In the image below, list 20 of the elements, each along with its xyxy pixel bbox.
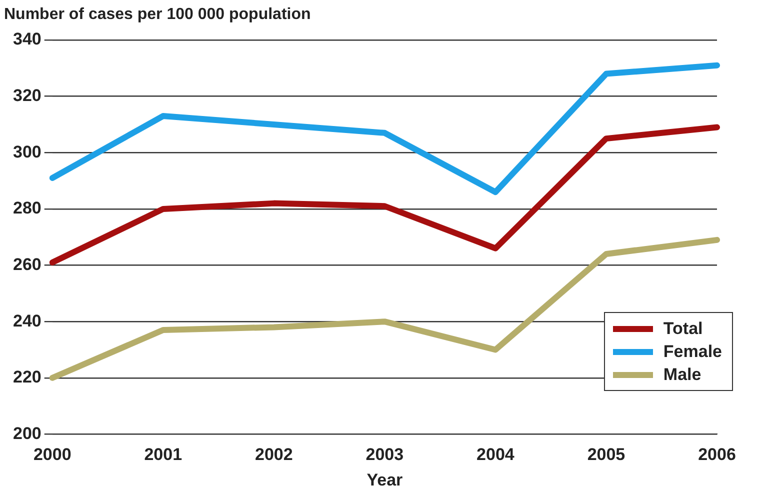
y-tick-label: 240 (12, 311, 42, 330)
legend-label: Male (663, 364, 702, 384)
y-tick-label: 340 (12, 30, 42, 49)
x-tick-label: 2004 (476, 445, 515, 464)
y-tick-label: 220 (12, 368, 42, 387)
y-tick-label: 280 (12, 198, 42, 218)
x-tick-label: 2001 (144, 445, 182, 464)
y-tick-label: 300 (12, 142, 42, 162)
legend-label: Total (663, 318, 703, 338)
x-tick-label: 2005 (587, 445, 626, 464)
x-axis-title: Year (366, 470, 404, 490)
y-tick-label: 260 (12, 254, 42, 274)
x-tick-label: 2000 (33, 445, 72, 464)
y-axis-title: Number of cases per 100 000 population (4, 6, 311, 24)
x-tick-label: 2006 (698, 445, 736, 464)
x-tick-label: 2003 (366, 445, 404, 464)
legend-label: Female (663, 342, 722, 362)
y-tick-label: 320 (12, 86, 42, 105)
y-tick-label: 200 (12, 424, 42, 443)
x-tick-label: 2002 (254, 445, 293, 464)
